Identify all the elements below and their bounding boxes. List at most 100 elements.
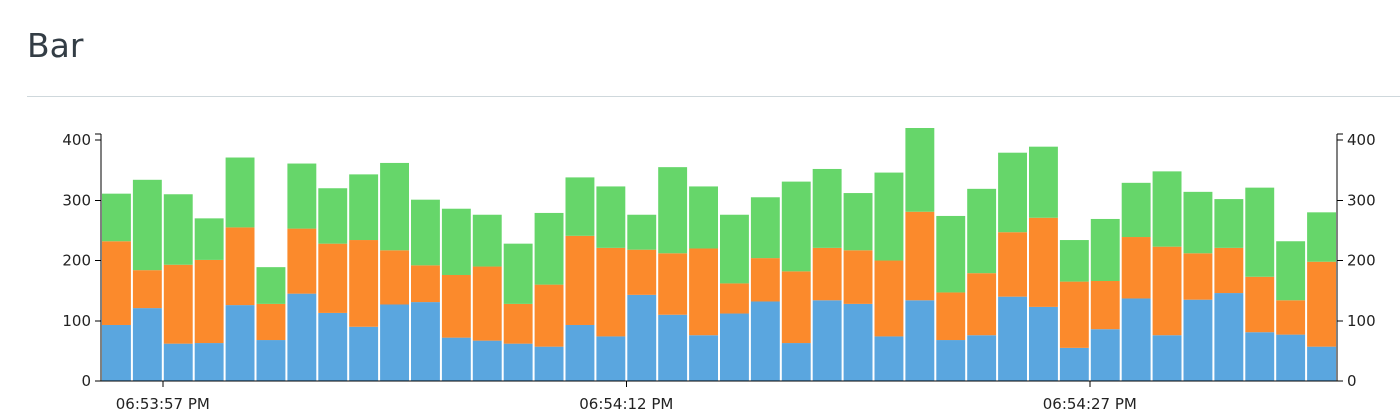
right-tick-label-100: 100 xyxy=(1347,312,1376,330)
bar-segment-s1-29 xyxy=(967,335,997,381)
bar-segment-s1-7 xyxy=(287,293,317,381)
bars-layer xyxy=(102,128,1336,381)
bar-segment-s3-34 xyxy=(1121,182,1151,238)
bar-segment-s1-17 xyxy=(596,336,626,381)
bar-segment-s2-24 xyxy=(812,247,842,301)
bar-segment-s3-18 xyxy=(627,214,657,250)
title-divider xyxy=(27,96,1400,97)
bar-segment-s3-9 xyxy=(349,174,379,241)
bar-segment-s1-36 xyxy=(1183,299,1213,381)
left-tick-label-400: 400 xyxy=(62,131,91,149)
bar-segment-s2-29 xyxy=(967,273,997,336)
bar-segment-s3-38 xyxy=(1245,187,1275,277)
bar-segment-s1-25 xyxy=(843,303,873,381)
bar-segment-s2-13 xyxy=(472,266,502,341)
bar-segment-s1-33 xyxy=(1090,329,1120,381)
bar-segment-s1-21 xyxy=(720,313,749,381)
bar-segment-s1-14 xyxy=(503,343,533,381)
x-tick-label-1: 06:53:57 PM xyxy=(116,395,210,413)
bar-segment-s2-21 xyxy=(720,283,749,314)
bar-segment-s2-14 xyxy=(503,303,533,344)
bar-segment-s2-8 xyxy=(318,243,348,313)
bar-segment-s3-3 xyxy=(163,194,193,265)
bar-segment-s3-21 xyxy=(720,214,749,284)
left-tick-label-100: 100 xyxy=(62,312,91,330)
bar-segment-s1-30 xyxy=(998,296,1027,381)
bar-segment-s1-26 xyxy=(874,336,904,381)
bar-segment-s2-34 xyxy=(1121,237,1151,299)
bar-segment-s2-25 xyxy=(843,250,873,304)
bar-segment-s2-7 xyxy=(287,228,317,294)
bar-segment-s3-24 xyxy=(812,168,842,248)
bar-segment-s1-16 xyxy=(565,324,595,381)
bar-segment-s3-26 xyxy=(874,172,904,261)
bar-segment-s1-15 xyxy=(534,346,564,381)
bar-segment-s3-13 xyxy=(472,214,502,267)
bar-segment-s2-4 xyxy=(194,259,224,344)
bar-segment-s2-3 xyxy=(163,264,193,344)
bar-segment-s2-35 xyxy=(1152,246,1182,336)
bar-segment-s2-27 xyxy=(905,211,935,301)
bar-segment-s3-27 xyxy=(905,128,935,212)
bar-segment-s3-1 xyxy=(102,193,131,242)
bar-segment-s1-10 xyxy=(380,304,409,381)
x-tick-label-2: 06:54:12 PM xyxy=(579,395,673,413)
bar-segment-s2-26 xyxy=(874,260,904,337)
bar-segment-s3-32 xyxy=(1059,240,1089,282)
bar-segment-s3-8 xyxy=(318,188,348,244)
bar-segment-s3-15 xyxy=(534,212,564,285)
right-tick-label-300: 300 xyxy=(1347,191,1376,209)
bar-segment-s2-28 xyxy=(936,292,966,341)
bar-segment-s2-9 xyxy=(349,240,379,327)
bar-segment-s2-38 xyxy=(1245,276,1275,333)
bar-segment-s1-5 xyxy=(225,305,255,381)
bar-segment-s3-10 xyxy=(380,162,409,251)
bar-segment-s2-17 xyxy=(596,247,626,337)
left-y-axis: 0 100 200 300 400 xyxy=(62,131,102,390)
bar-segment-s1-22 xyxy=(750,301,780,381)
bar-segment-s2-5 xyxy=(225,227,255,306)
left-tick-label-0: 0 xyxy=(81,372,91,390)
bar-segment-s1-24 xyxy=(812,300,842,381)
bar-segment-s3-4 xyxy=(194,218,224,260)
bar-segment-s2-15 xyxy=(534,284,564,347)
bar-segment-s1-31 xyxy=(1029,306,1058,381)
bar-segment-s1-1 xyxy=(102,324,131,381)
bar-segment-s1-37 xyxy=(1214,293,1244,381)
bar-segment-s3-19 xyxy=(658,167,688,254)
bar-segment-s1-12 xyxy=(441,337,471,381)
bar-segment-s3-33 xyxy=(1090,218,1120,282)
bar-segment-s1-3 xyxy=(163,343,193,381)
bar-segment-s2-36 xyxy=(1183,253,1213,300)
bar-segment-s1-35 xyxy=(1152,335,1182,381)
bar-segment-s2-40 xyxy=(1307,261,1336,347)
bar-segment-s3-5 xyxy=(225,157,255,228)
bar-segment-s2-39 xyxy=(1276,300,1306,335)
bar-segment-s2-1 xyxy=(102,241,131,325)
bar-segment-s2-10 xyxy=(380,250,409,305)
bar-segment-s3-17 xyxy=(596,186,626,248)
bar-segment-s3-31 xyxy=(1029,146,1058,218)
bar-segment-s2-11 xyxy=(411,265,440,303)
left-tick-label-300: 300 xyxy=(62,191,91,209)
bar-segment-s1-28 xyxy=(936,340,966,381)
bar-segment-s3-25 xyxy=(843,193,873,251)
bar-segment-s3-28 xyxy=(936,215,966,293)
bar-segment-s2-16 xyxy=(565,235,595,325)
bar-segment-s1-40 xyxy=(1307,346,1336,381)
bar-segment-s2-23 xyxy=(781,271,811,344)
right-tick-label-0: 0 xyxy=(1347,372,1357,390)
bar-segment-s3-16 xyxy=(565,177,595,236)
bar-segment-s3-11 xyxy=(411,199,440,266)
bar-segment-s1-8 xyxy=(318,312,348,381)
bar-segment-s1-18 xyxy=(627,294,657,381)
bar-segment-s2-37 xyxy=(1214,247,1244,294)
bar-segment-s3-36 xyxy=(1183,191,1213,254)
bar-segment-s3-20 xyxy=(689,186,718,249)
bar-segment-s3-6 xyxy=(256,267,286,304)
bar-segment-s1-23 xyxy=(781,343,811,381)
bar-segment-s3-30 xyxy=(998,152,1027,233)
bar-segment-s1-27 xyxy=(905,300,935,381)
right-tick-label-400: 400 xyxy=(1347,131,1376,149)
